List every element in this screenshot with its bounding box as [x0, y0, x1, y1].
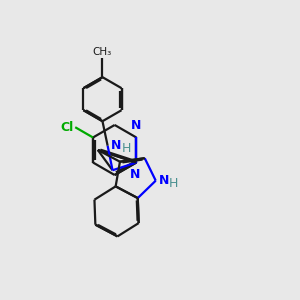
- Text: N: N: [131, 119, 142, 132]
- Text: N: N: [130, 168, 140, 182]
- Text: Cl: Cl: [61, 121, 74, 134]
- Text: N: N: [159, 174, 170, 187]
- Text: H: H: [122, 142, 131, 154]
- Text: CH₃: CH₃: [93, 47, 112, 57]
- Text: N: N: [111, 139, 122, 152]
- Text: H: H: [169, 177, 178, 190]
